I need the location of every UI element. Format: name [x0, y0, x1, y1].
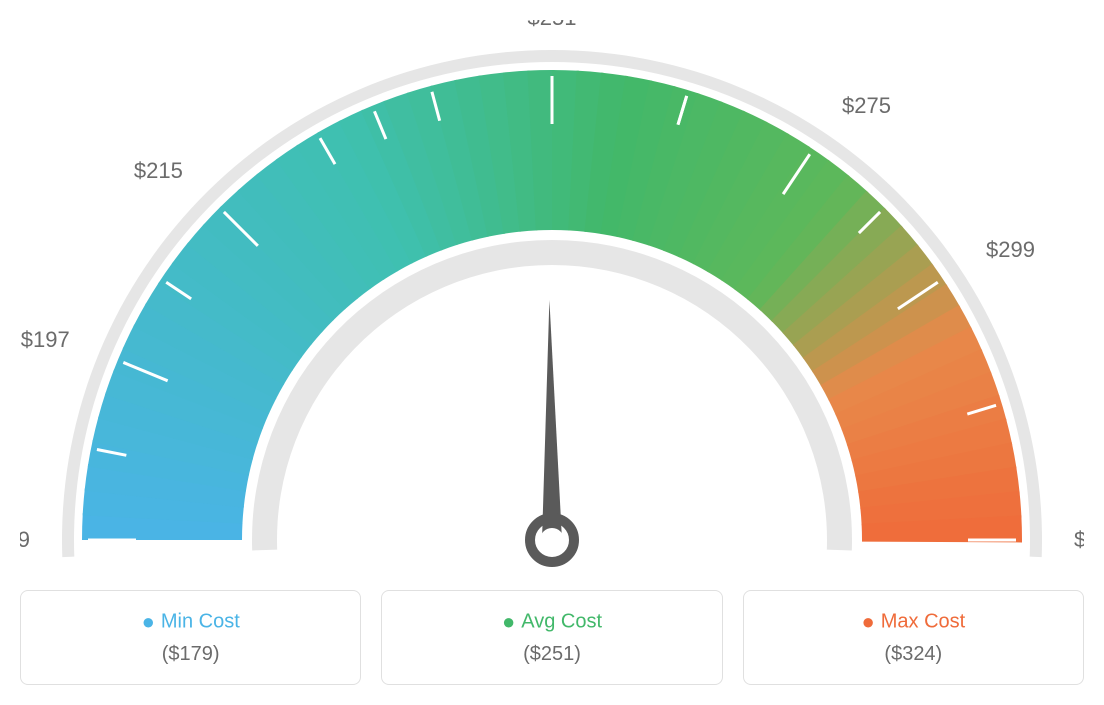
legend-title: ● Min Cost: [31, 609, 350, 635]
gauge-needle: [539, 300, 562, 540]
legend-label: Avg Cost: [521, 610, 602, 632]
needle-hub-inner: [540, 528, 564, 552]
tick-label: $299: [986, 237, 1035, 262]
legend-value: ($179): [31, 643, 350, 666]
tick-label: $215: [134, 158, 183, 183]
legend-card: ● Max Cost ($324): [743, 590, 1084, 685]
legend-label: Min Cost: [161, 610, 240, 632]
legend-dot-icon: ●: [142, 609, 155, 634]
gauge-chart-container: $179 $197 $215 $251 $275 $299 $324 ● Min Cost ($…: [20, 20, 1084, 685]
legend-title: ● Max Cost: [754, 609, 1073, 635]
legend-card: ● Min Cost ($179): [20, 590, 361, 685]
legend-value: ($251): [392, 643, 711, 666]
tick-label: $324: [1074, 527, 1084, 552]
tick-label: $275: [842, 93, 891, 118]
gauge-wrapper: $179 $197 $215 $251 $275 $299 $324: [20, 20, 1084, 580]
tick-label: $251: [528, 20, 577, 30]
tick-label: $179: [20, 527, 30, 552]
tick-label: $197: [21, 327, 70, 352]
legend-title: ● Avg Cost: [392, 609, 711, 635]
legend-dot-icon: ●: [502, 609, 515, 634]
legend-label: Max Cost: [881, 610, 965, 632]
legend-dot-icon: ●: [861, 609, 874, 634]
legend-row: ● Min Cost ($179) ● Avg Cost ($251) ● Max Cost (…: [20, 590, 1084, 685]
legend-card: ● Avg Cost ($251): [381, 590, 722, 685]
gauge-svg: $179 $197 $215 $251 $275 $299 $324: [20, 20, 1084, 580]
legend-value: ($324): [754, 643, 1073, 666]
